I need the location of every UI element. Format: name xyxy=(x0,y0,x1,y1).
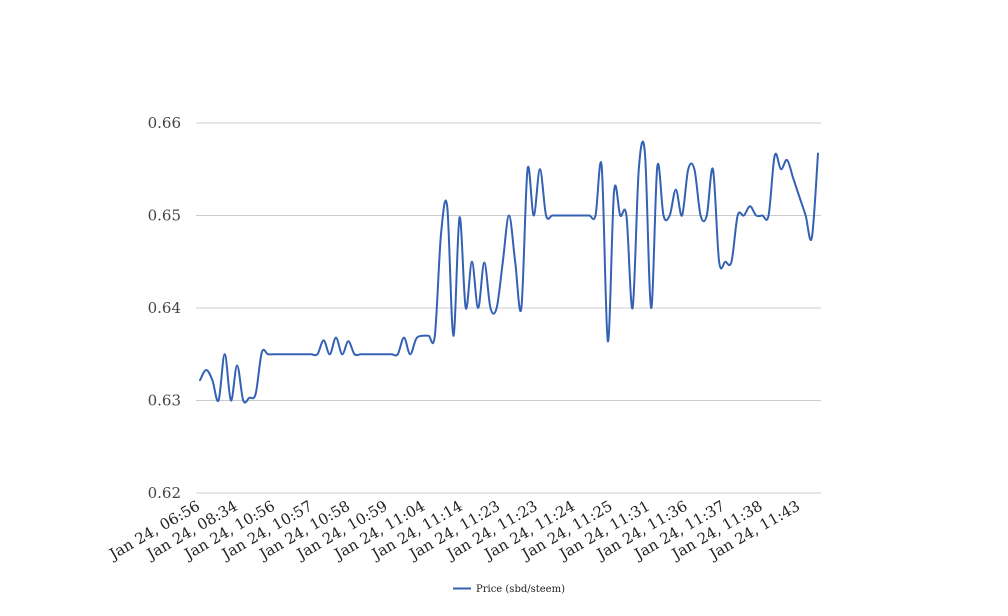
y-axis-ticks: 0.62 0.63 0.64 0.65 0.66 xyxy=(148,114,181,502)
y-tick-label: 0.63 xyxy=(148,392,181,410)
series-line xyxy=(199,140,819,404)
y-tick-label: 0.62 xyxy=(148,484,181,502)
y-tick-label: 0.66 xyxy=(148,114,181,132)
series-layer xyxy=(199,140,819,404)
gridlines xyxy=(196,122,821,494)
y-tick-label: 0.65 xyxy=(148,207,181,225)
legend: Price (sbd/steem) xyxy=(453,584,565,595)
y-tick-label: 0.64 xyxy=(148,299,181,317)
legend-label: Price (sbd/steem) xyxy=(476,584,565,595)
